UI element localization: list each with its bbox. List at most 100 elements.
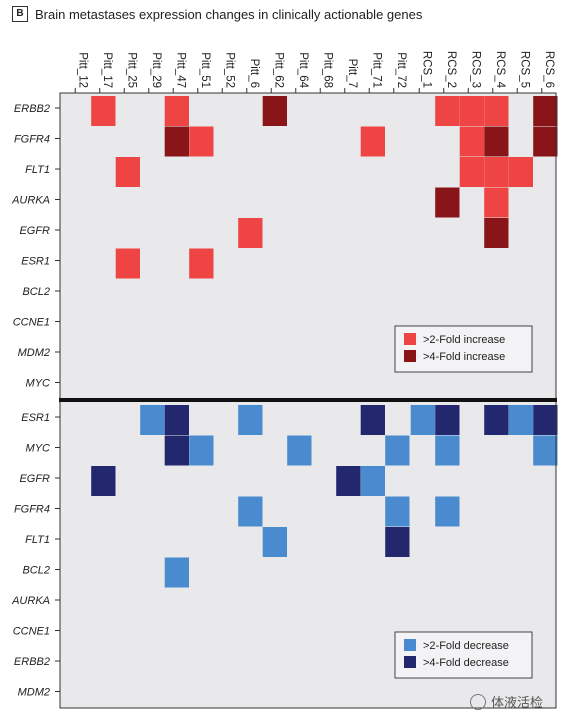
heatmap-cell (164, 435, 189, 466)
gene-label: FGFR4 (14, 504, 50, 516)
sample-label: RCS_2 (445, 51, 457, 88)
heatmap-cell (508, 405, 533, 435)
wechat-logo-icon (470, 693, 486, 710)
sample-label: Pitt_29 (150, 52, 162, 88)
heatmap-cell (484, 187, 509, 218)
sample-label: RCS_1 (420, 51, 432, 88)
sample-label: Pitt_68 (321, 52, 333, 88)
heatmap-cell (189, 435, 214, 466)
gene-label: BCL2 (22, 565, 50, 577)
sample-label: Pitt_25 (125, 52, 137, 88)
sample-label: Pitt_64 (297, 52, 309, 88)
sample-label: Pitt_72 (395, 52, 407, 88)
gene-label: CCNE1 (13, 626, 50, 638)
heatmap-cell (91, 466, 116, 496)
gene-label: ERBB2 (14, 656, 50, 668)
sample-label: RCS_6 (543, 51, 555, 88)
heatmap-cell (459, 96, 484, 126)
gene-label: FLT1 (25, 164, 50, 176)
legend-swatch (404, 333, 416, 345)
heatmap-cell (238, 496, 263, 527)
heatmap-cell (533, 435, 558, 466)
legend-label: >4-Fold increase (423, 351, 505, 363)
panel-label: B (12, 6, 28, 22)
gene-label: FLT1 (25, 534, 50, 546)
gene-label: CCNE1 (13, 317, 50, 329)
sample-label: RCS_3 (469, 51, 481, 88)
heatmap-cell (435, 405, 460, 435)
sample-label: Pitt_6 (248, 59, 260, 88)
gene-label: MDM2 (18, 347, 50, 359)
gene-label: BCL2 (22, 286, 50, 298)
gene-label: MDM2 (18, 687, 50, 699)
heatmap-cell (435, 435, 460, 466)
heatmap-cell (410, 405, 435, 435)
heatmap-cell (115, 157, 140, 187)
sample-label: Pitt_47 (174, 52, 186, 88)
heatmap-cell (262, 527, 287, 557)
gene-label: ESR1 (21, 256, 50, 268)
heatmap-cell (189, 126, 214, 157)
heatmap-cell (238, 218, 263, 248)
gene-label: MYC (26, 378, 51, 390)
heatmap-cell (484, 96, 509, 126)
heatmap-cell (360, 405, 385, 435)
gene-label: AURKA (11, 595, 50, 607)
heatmap-cell (484, 218, 509, 248)
heatmap-cell (533, 96, 558, 126)
heatmap-cell (533, 126, 558, 157)
chart-title: Brain metastases expression changes in c… (35, 6, 423, 22)
heatmap-cell (360, 126, 385, 157)
heatmap-cell (360, 466, 385, 496)
heatmap-cell (435, 496, 460, 527)
gene-label: EGFR (19, 473, 50, 485)
heatmap-cell (484, 405, 509, 435)
heatmap-cell (459, 126, 484, 157)
gene-label: AURKA (11, 195, 50, 207)
sample-label: Pitt_71 (370, 52, 382, 88)
legend-swatch (404, 656, 416, 668)
gene-label: ESR1 (21, 412, 50, 424)
heatmap-cell (164, 557, 189, 588)
heatmap-cell (508, 157, 533, 187)
heatmap-cell (336, 466, 361, 496)
legend-swatch (404, 639, 416, 651)
heatmap-cell (435, 187, 460, 218)
legend-box-decrease (394, 631, 533, 679)
sample-label: Pitt_62 (272, 52, 284, 88)
gene-label: EGFR (19, 225, 50, 237)
watermark: 体液活检 (470, 692, 543, 711)
heatmap-cell (385, 527, 410, 557)
watermark-text: 体液活检 (491, 696, 544, 711)
heatmap-cell (484, 157, 509, 187)
sample-label: RCS_5 (518, 51, 530, 88)
heatmap-cell (91, 96, 116, 126)
heatmap-cell (385, 435, 410, 466)
heatmap-cell (533, 405, 558, 435)
heatmap-cell (189, 248, 214, 279)
heatmap-cell (238, 405, 263, 435)
chart-header: B Brain metastases expression changes in… (12, 5, 422, 23)
legend-label: >2-Fold increase (423, 334, 505, 346)
heatmap-cell (484, 126, 509, 157)
heatmap-cell (262, 96, 287, 126)
gene-label: FGFR4 (14, 134, 50, 146)
legend-swatch (404, 350, 416, 362)
sample-label: Pitt_17 (101, 52, 113, 88)
gene-label: ERBB2 (14, 103, 50, 115)
legend-box-increase (394, 325, 533, 373)
heatmap-cell (164, 405, 189, 435)
legend-label: >2-Fold decrease (423, 640, 509, 652)
sample-label: Pitt_12 (76, 52, 88, 88)
sample-label: Pitt_52 (223, 52, 235, 88)
sample-label: RCS_4 (494, 51, 506, 89)
heatmap-cell (385, 496, 410, 527)
heatmap-cell (164, 96, 189, 126)
heatmap-cell (435, 96, 460, 126)
legend-label: >4-Fold decrease (423, 657, 509, 669)
heatmap-cell (115, 248, 140, 279)
heatmap-cell (459, 157, 484, 187)
heatmap-cell (140, 405, 165, 435)
heatmap-cell (287, 435, 312, 466)
